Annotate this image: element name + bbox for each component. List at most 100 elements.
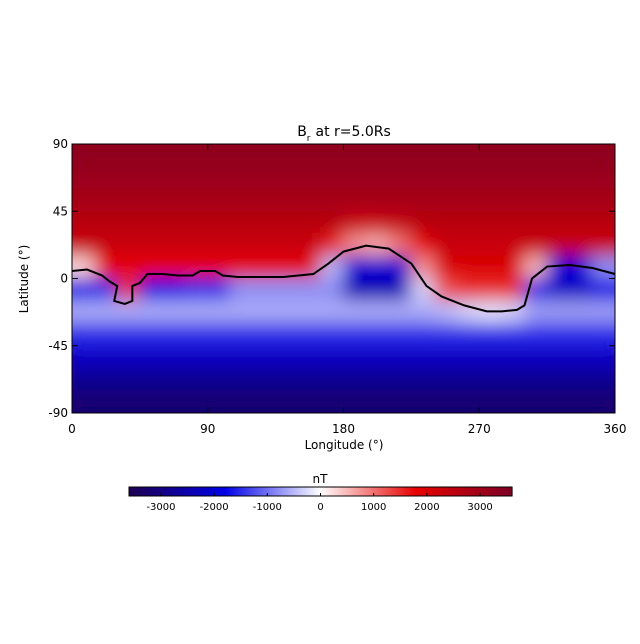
colorbar-swatch <box>290 487 294 496</box>
heatmap-cell <box>456 233 480 257</box>
heatmap-cell <box>184 345 209 369</box>
heatmap-cell <box>410 345 435 369</box>
heatmap-cell <box>410 322 435 347</box>
heatmap-cell <box>116 210 141 235</box>
heatmap-cell <box>297 390 322 413</box>
heatmap-cell <box>569 144 593 167</box>
heatmap-cell <box>524 322 548 347</box>
heatmap-cell <box>433 188 458 212</box>
colorbar-swatch <box>332 487 336 496</box>
colorbar-swatch <box>286 487 290 496</box>
heatmap-cell <box>297 278 322 302</box>
heatmap-cell <box>116 300 141 324</box>
colorbar-swatch <box>398 487 401 496</box>
colorbar-swatch <box>370 487 373 496</box>
colorbar-swatch <box>382 487 385 496</box>
colorbar-swatch <box>460 487 463 496</box>
title-subscript: r <box>307 134 311 144</box>
heatmap-cell <box>343 233 367 257</box>
colorbar-swatch <box>282 487 286 496</box>
heatmap-cell <box>546 188 571 212</box>
colorbar-swatch <box>472 487 475 496</box>
neutral-line <box>71 244 616 313</box>
heatmap-cell <box>388 390 412 413</box>
heatmap-cell <box>94 367 118 392</box>
heatmap-cell <box>569 165 593 190</box>
heatmap-cell <box>207 300 231 324</box>
heatmap-cell <box>524 188 548 212</box>
colorbar-swatch <box>428 487 431 496</box>
colorbar-swatch <box>260 487 264 496</box>
colorbar-swatch <box>480 487 483 496</box>
heatmap-cell <box>275 144 299 167</box>
heatmap-cell <box>116 144 141 167</box>
colorbar-swatch <box>202 487 206 496</box>
heatmap-cell <box>139 300 163 324</box>
heatmap-cell <box>139 210 163 235</box>
colorbar-swatch <box>414 487 417 496</box>
colorbar-swatch <box>470 487 473 496</box>
heatmap-cell <box>184 367 209 392</box>
colorbar-swatch <box>296 487 300 496</box>
heatmap-cell <box>94 188 118 212</box>
colorbar-swatch <box>416 487 419 496</box>
heatmap-cell <box>388 188 412 212</box>
heatmap-cell <box>569 210 593 235</box>
x-tick-label: 360 <box>604 422 627 436</box>
heatmap-cell <box>478 255 503 279</box>
colorbar-swatch <box>458 487 461 496</box>
heatmap-cell <box>297 188 322 212</box>
colorbar-swatch <box>274 487 278 496</box>
heatmap-cell <box>501 165 525 190</box>
colorbar-swatch <box>384 487 387 496</box>
heatmap-cell <box>320 300 344 324</box>
colorbar-swatch <box>372 487 375 496</box>
heatmap-cell <box>252 188 277 212</box>
heatmap-cell <box>591 165 615 190</box>
heatmap-cell <box>365 144 390 167</box>
heatmap-cell <box>478 210 503 235</box>
heatmap-cell <box>275 345 299 369</box>
colorbar-swatch <box>336 487 340 496</box>
heatmap-cell <box>252 345 277 369</box>
colorbar-swatch <box>376 487 379 496</box>
colorbar-swatch <box>462 487 465 496</box>
colorbar-swatch <box>476 487 479 496</box>
colorbar-tick-label: -1000 <box>253 502 282 513</box>
colorbar-swatch <box>146 487 150 496</box>
heatmap-cell <box>184 278 209 302</box>
colorbar-swatch <box>484 487 487 496</box>
colorbar-swatch <box>258 487 262 496</box>
heatmap-cell <box>501 322 525 347</box>
heatmap-cell <box>72 390 96 413</box>
colorbar-swatch <box>220 487 224 496</box>
colorbar-swatch <box>170 487 174 496</box>
heatmap-cell <box>410 165 435 190</box>
colorbar-swatch <box>378 487 381 496</box>
colorbar-swatch <box>356 487 360 496</box>
colorbar-swatch <box>250 487 254 496</box>
colorbar-swatch <box>338 487 342 496</box>
heatmap-cell <box>72 278 96 302</box>
heatmap-cell <box>162 390 186 413</box>
overlay: 0 90 180 270 360 -90 -45 0 45 90 -3000 -2000 -1000 0 1… <box>48 137 626 513</box>
colorbar-swatch <box>144 487 148 496</box>
heatmap-cell <box>162 165 186 190</box>
heatmap-cell <box>229 233 254 257</box>
colorbar-swatch <box>168 487 172 496</box>
heatmap-cell <box>591 322 615 347</box>
colorbar-swatch <box>430 487 433 496</box>
colorbar-swatch <box>348 487 352 496</box>
y-tick-label: 0 <box>60 272 68 286</box>
colorbar-swatch <box>494 487 497 496</box>
colorbar-tick-label: -2000 <box>200 502 229 513</box>
heatmap-cell <box>546 210 571 235</box>
colorbar-swatch <box>418 487 421 496</box>
heatmap-cell <box>229 165 254 190</box>
heatmap-cell <box>388 278 412 302</box>
colorbar-swatch <box>270 487 274 496</box>
heatmap-cell <box>297 165 322 190</box>
heatmap-cell <box>501 278 525 302</box>
colorbar-swatch <box>142 487 146 496</box>
heatmap-cell <box>184 322 209 347</box>
